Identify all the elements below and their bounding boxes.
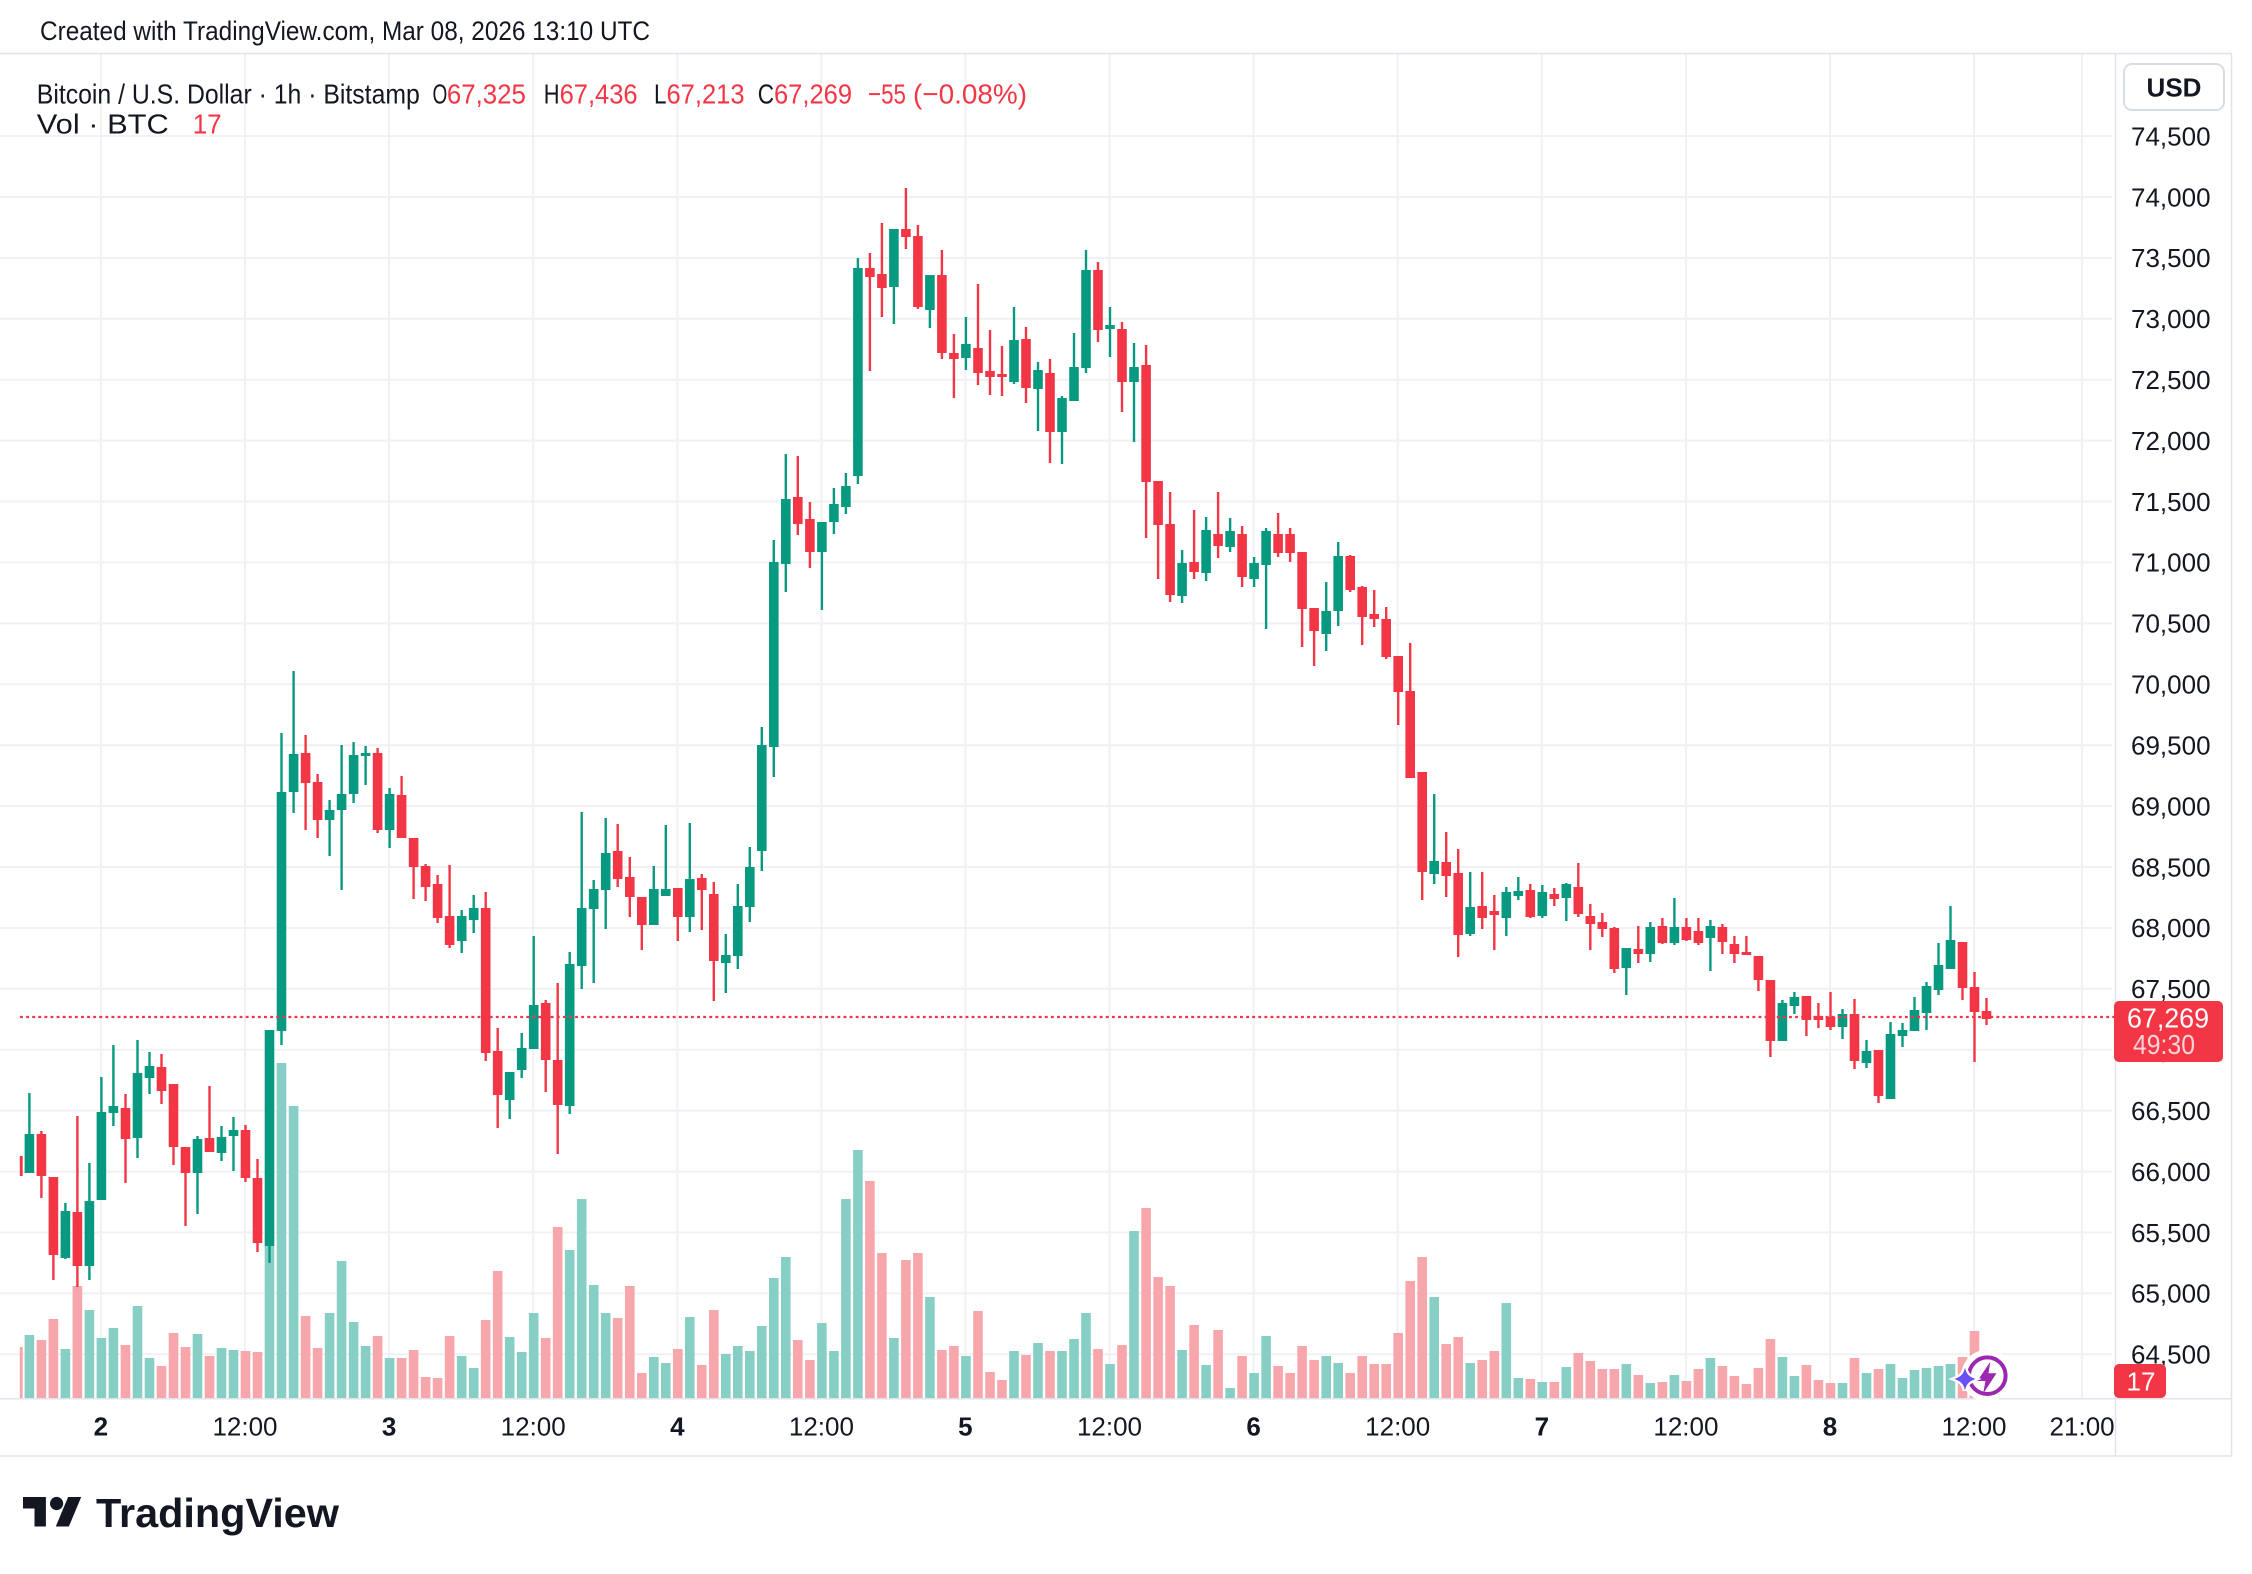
svg-text:TradingView: TradingView <box>96 1490 339 1536</box>
svg-text:Bitcoin / U.S. Dollar · 1h · B: Bitcoin / U.S. Dollar · 1h · Bitstamp <box>37 78 420 109</box>
svg-text:7: 7 <box>1535 1412 1549 1442</box>
svg-text:C: C <box>758 78 774 109</box>
svg-text:68,500: 68,500 <box>2131 852 2211 882</box>
svg-text:69,500: 69,500 <box>2131 731 2211 761</box>
svg-text:3: 3 <box>382 1412 396 1442</box>
svg-text:73,000: 73,000 <box>2131 304 2211 334</box>
svg-text:17: 17 <box>193 108 222 139</box>
svg-text:70,000: 70,000 <box>2131 670 2211 700</box>
svg-text:70,500: 70,500 <box>2131 609 2211 639</box>
svg-text:12:00: 12:00 <box>789 1412 854 1442</box>
svg-text:73,500: 73,500 <box>2131 243 2211 273</box>
svg-text:12:00: 12:00 <box>212 1412 277 1442</box>
svg-text:17: 17 <box>2127 1367 2156 1397</box>
svg-text:12:00: 12:00 <box>1941 1412 2006 1442</box>
svg-text:8: 8 <box>1823 1412 1837 1442</box>
svg-text:12:00: 12:00 <box>501 1412 566 1442</box>
svg-text:(−0.08%): (−0.08%) <box>913 78 1027 109</box>
svg-text:−55: −55 <box>868 78 906 109</box>
svg-text:71,000: 71,000 <box>2131 548 2211 578</box>
svg-text:66,500: 66,500 <box>2131 1096 2211 1126</box>
svg-text:67,500: 67,500 <box>2131 974 2211 1004</box>
svg-text:71,500: 71,500 <box>2131 487 2211 517</box>
svg-text:Created with TradingView.com,: Created with TradingView.com, Mar 08, 20… <box>40 16 650 46</box>
svg-text:65,500: 65,500 <box>2131 1218 2211 1248</box>
svg-text:67,325: 67,325 <box>447 78 526 109</box>
svg-text:69,000: 69,000 <box>2131 791 2211 821</box>
svg-text:Vol · BTC: Vol · BTC <box>37 108 169 139</box>
svg-text:USD: USD <box>2147 73 2202 103</box>
svg-text:66,000: 66,000 <box>2131 1157 2211 1187</box>
svg-text:49:30: 49:30 <box>2133 1029 2195 1060</box>
svg-text:12:00: 12:00 <box>1077 1412 1142 1442</box>
svg-text:H: H <box>544 78 560 109</box>
svg-text:12:00: 12:00 <box>1653 1412 1718 1442</box>
svg-text:68,000: 68,000 <box>2131 913 2211 943</box>
svg-text:O: O <box>433 78 448 109</box>
svg-text:74,000: 74,000 <box>2131 182 2211 212</box>
svg-text:2: 2 <box>94 1412 108 1442</box>
svg-text:65,000: 65,000 <box>2131 1279 2211 1309</box>
svg-text:72,500: 72,500 <box>2131 365 2211 395</box>
svg-text:67,213: 67,213 <box>667 78 745 109</box>
svg-text:67,269: 67,269 <box>2127 1003 2209 1034</box>
svg-text:5: 5 <box>958 1412 972 1442</box>
svg-text:74,500: 74,500 <box>2131 121 2211 151</box>
svg-text:67,436: 67,436 <box>560 78 638 109</box>
svg-text:21:00: 21:00 <box>2050 1412 2115 1442</box>
svg-text:6: 6 <box>1246 1412 1260 1442</box>
svg-text:4: 4 <box>670 1412 685 1442</box>
svg-text:67,269: 67,269 <box>774 78 852 109</box>
svg-text:L: L <box>654 78 667 109</box>
svg-text:72,000: 72,000 <box>2131 426 2211 456</box>
svg-text:12:00: 12:00 <box>1365 1412 1430 1442</box>
